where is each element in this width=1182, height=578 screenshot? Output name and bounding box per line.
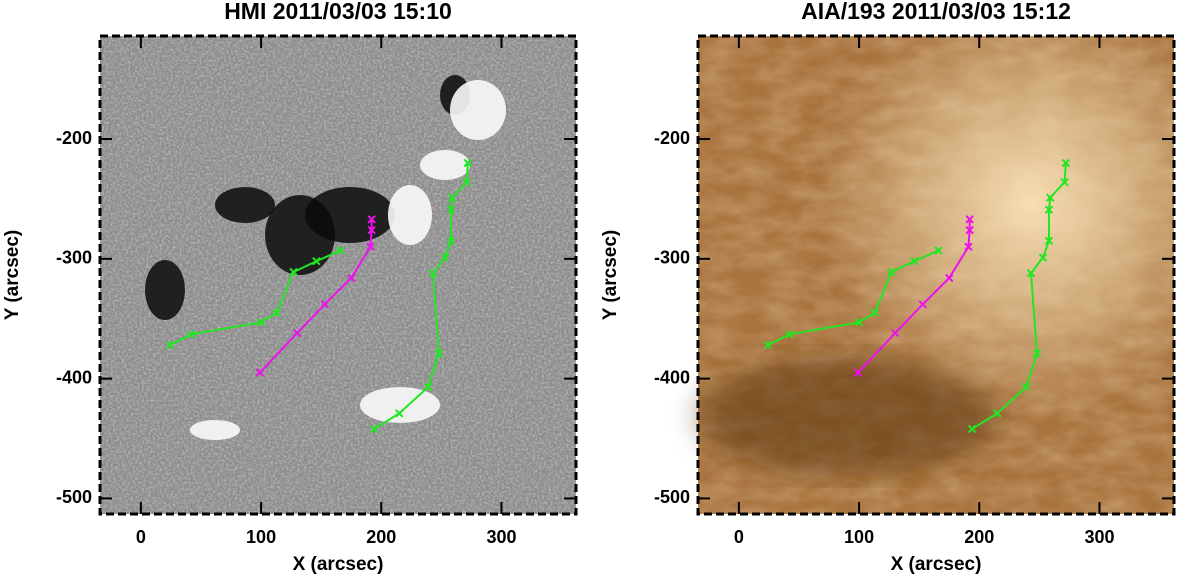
track-marker (993, 409, 1002, 418)
track-marker (785, 330, 794, 339)
track-marker (187, 330, 196, 339)
track-marker (945, 273, 954, 283)
y-tick-label: -400 (654, 367, 690, 387)
track-marker (347, 273, 356, 283)
track-marker (1021, 382, 1031, 392)
bright-glow (698, 36, 1174, 514)
magnetogram-image (100, 36, 576, 514)
track-marker (1038, 253, 1048, 262)
x-tick-label: 100 (246, 527, 276, 547)
track-marker (395, 409, 404, 418)
x-tick-label: 300 (486, 527, 516, 547)
track-marker (853, 368, 863, 377)
x-tick-label: 0 (734, 527, 744, 547)
bright-region (450, 80, 506, 140)
x-tick-label: 0 (136, 527, 146, 547)
track-marker (447, 193, 457, 202)
track-marker (918, 300, 927, 309)
euv-image (698, 36, 1174, 514)
bright-region (388, 185, 432, 245)
bright-region (360, 387, 440, 423)
track-marker (440, 253, 450, 262)
y-axis-label: Y (arcsec) (600, 230, 621, 321)
y-tick-label: -300 (654, 248, 690, 268)
track-marker (367, 225, 376, 235)
x-tick-label: 300 (1084, 527, 1114, 547)
y-tick-label: -200 (56, 128, 92, 148)
track-marker (272, 308, 281, 317)
chart-title: AIA/193 2011/03/03 15:12 (801, 0, 1071, 24)
track-marker (255, 368, 265, 377)
track-marker (367, 215, 376, 224)
track-marker (462, 177, 471, 187)
plot-frame (696, 34, 1176, 516)
track-marker (1044, 236, 1054, 246)
track-marker (1032, 349, 1042, 358)
track-marker (967, 424, 977, 434)
track-marker (1026, 268, 1036, 278)
track-marker (292, 328, 302, 338)
track-marker (320, 300, 329, 309)
dark-region (265, 195, 335, 275)
track-marker (428, 268, 438, 278)
bright-region (420, 150, 470, 180)
y-tick-label: -300 (56, 248, 92, 268)
chart-title: HMI 2011/03/03 15:10 (224, 0, 452, 24)
y-tick-label: -500 (56, 487, 92, 507)
track-marker (423, 382, 433, 392)
track-marker (434, 349, 444, 358)
track-marker (763, 340, 772, 350)
dark-region (215, 187, 275, 223)
track-marker (256, 318, 266, 327)
x-axis-label: X (arcsec) (293, 554, 384, 575)
track-marker (1045, 193, 1055, 202)
track-marker (934, 246, 943, 255)
bright-region (190, 420, 240, 440)
track-marker (165, 340, 174, 350)
track-marker (336, 246, 345, 255)
track-marker (1061, 158, 1071, 168)
track-marker (289, 267, 298, 277)
track-marker (366, 242, 375, 252)
track-marker (446, 205, 456, 214)
y-tick-label: -200 (654, 128, 690, 148)
track-marker (463, 158, 473, 168)
track-marker (446, 236, 456, 246)
track-marker (854, 318, 864, 327)
track-marker (964, 242, 973, 252)
x-axis-label: X (arcsec) (891, 554, 982, 575)
track-marker (965, 225, 974, 235)
y-tick-label: -400 (56, 367, 92, 387)
dark-region (145, 260, 185, 320)
track-marker (1060, 177, 1069, 187)
track-marker (1044, 205, 1054, 214)
plot-frame (98, 34, 578, 516)
track-marker (369, 424, 379, 434)
x-tick-label: 200 (366, 527, 396, 547)
track-marker (870, 308, 879, 317)
x-tick-label: 100 (844, 527, 874, 547)
y-axis-label: Y (arcsec) (2, 230, 23, 321)
track-marker (965, 215, 974, 224)
track-marker (312, 257, 321, 266)
track-marker (890, 328, 900, 338)
track-marker (910, 257, 919, 266)
track-marker (887, 267, 896, 277)
y-tick-label: -500 (654, 487, 690, 507)
x-tick-label: 200 (964, 527, 994, 547)
